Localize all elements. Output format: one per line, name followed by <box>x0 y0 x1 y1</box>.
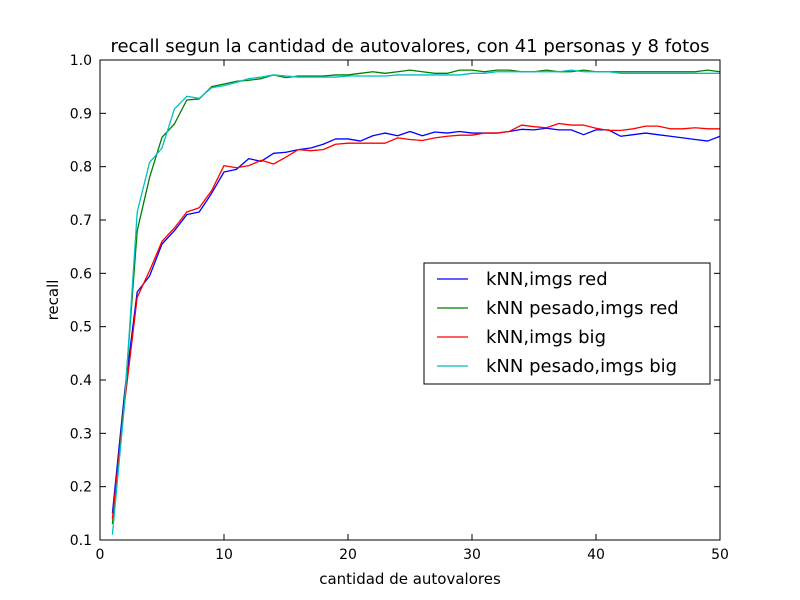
y-tick-label: 0.4 <box>70 373 92 389</box>
y-tick-label: 0.3 <box>70 426 92 442</box>
y-axis-label: recall <box>44 280 62 321</box>
y-tick-label: 0.8 <box>70 160 92 176</box>
x-tick-label: 40 <box>587 547 605 563</box>
x-tick-label: 0 <box>96 547 105 563</box>
legend-label-3: kNN,imgs big <box>486 327 606 348</box>
series-line-2 <box>111 69 721 525</box>
series-layer <box>111 69 721 535</box>
legend-label-4: kNN pesado,imgs big <box>486 356 677 377</box>
chart-title: recall segun la cantidad de autovalores,… <box>110 36 709 57</box>
y-tick-label: 0.2 <box>70 480 92 496</box>
y-tick-label: 0.5 <box>70 320 92 336</box>
series-line-3 <box>111 122 720 519</box>
plot-frame <box>99 59 721 541</box>
series-line-1 <box>111 127 721 514</box>
series-line-4 <box>111 69 720 535</box>
y-tick-label: 0.9 <box>70 106 92 122</box>
legend-label-1: kNN,imgs red <box>486 269 608 290</box>
y-tick-label: 0.6 <box>70 266 92 282</box>
x-tick-label: 50 <box>711 547 729 563</box>
x-axis-label: cantidad de autovalores <box>319 570 501 588</box>
x-tick-label: 20 <box>339 547 357 563</box>
y-tick-label: 1.0 <box>70 53 92 69</box>
ticks-layer: 0 10 20 30 40 50 0.1 0.2 0.3 0.4 0.5 0.6 0.7 0.8 0.9 1.… <box>70 53 729 563</box>
x-tick-label: 10 <box>215 547 233 563</box>
x-tick-label: 30 <box>463 547 481 563</box>
legend: kNN,imgs red kNN pesado,imgs red kNN,imgs … <box>423 262 711 385</box>
legend-label-2: kNN pesado,imgs red <box>486 298 679 319</box>
y-tick-label: 0.1 <box>70 533 92 549</box>
y-tick-label: 0.7 <box>70 213 92 229</box>
legend-box <box>423 262 711 385</box>
